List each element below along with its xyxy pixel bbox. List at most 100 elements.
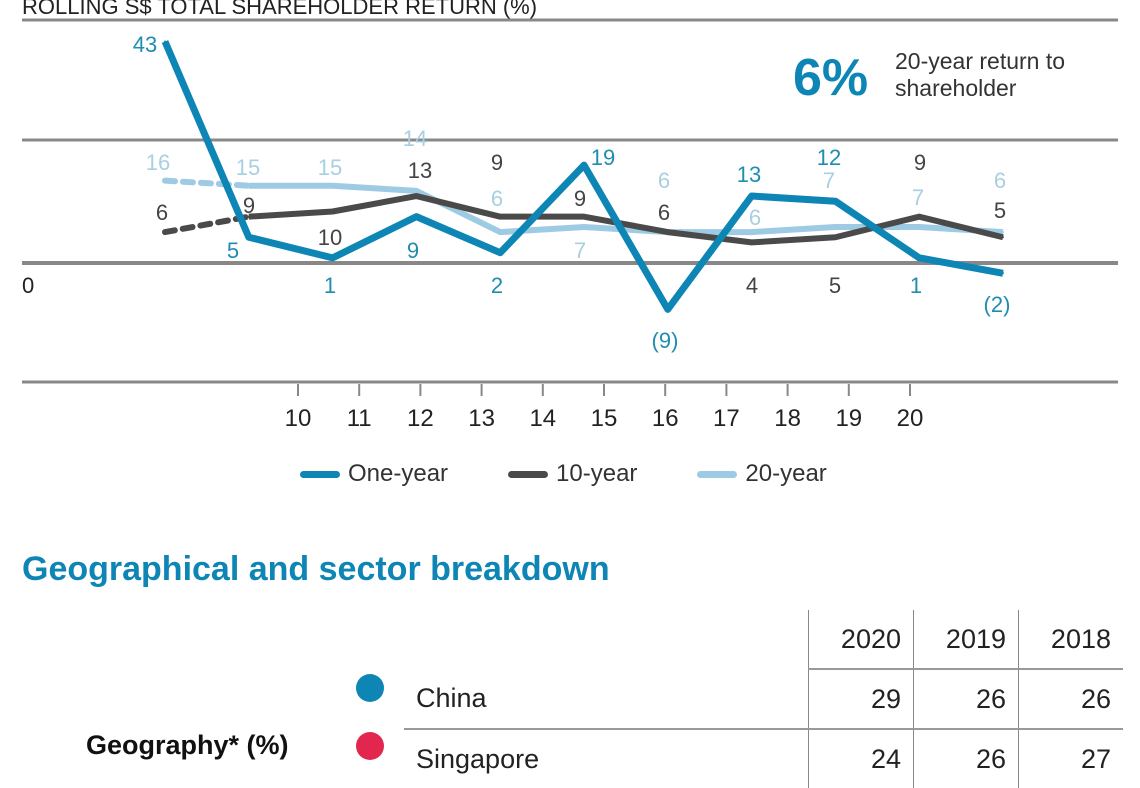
data-label: 6 xyxy=(658,200,670,225)
data-point xyxy=(750,241,753,244)
data-point xyxy=(415,215,418,218)
cell: 26 xyxy=(913,669,1019,730)
data-point xyxy=(834,200,837,203)
data-label: 6 xyxy=(491,186,503,211)
data-point xyxy=(1002,272,1004,275)
column-header: 2020 xyxy=(808,610,914,670)
legend-item-20-year: 20-year xyxy=(697,460,827,488)
data-point xyxy=(583,164,585,167)
series-One-year-line xyxy=(161,40,1004,313)
x-tick-label: 14 xyxy=(529,405,556,432)
data-point xyxy=(499,231,502,234)
data-point xyxy=(499,215,502,218)
x-tick-label: 11 xyxy=(347,405,372,432)
data-point xyxy=(666,231,669,234)
data-point xyxy=(666,308,669,311)
legend: One-year 10-year 20-year xyxy=(300,460,827,488)
data-label: 12 xyxy=(817,145,841,170)
legend-swatch xyxy=(697,471,738,479)
data-point xyxy=(918,215,921,218)
section-title: Geographical and sector breakdown xyxy=(22,550,610,588)
data-point xyxy=(918,225,921,228)
group-label: Geography* (%) xyxy=(86,730,289,760)
data-label: 9 xyxy=(914,150,926,175)
cell: 26 xyxy=(913,729,1019,788)
data-point xyxy=(1002,231,1004,234)
data-point xyxy=(499,251,502,254)
data-label: 6 xyxy=(658,168,670,193)
data-point xyxy=(583,225,585,228)
legend-label: One-year xyxy=(348,460,449,487)
data-label: 5 xyxy=(994,198,1006,223)
legend-item-10-year: 10-year xyxy=(508,460,637,488)
data-label: 9 xyxy=(574,186,586,211)
data-point xyxy=(415,195,418,198)
data-point xyxy=(331,210,334,213)
data-label: 9 xyxy=(243,193,255,218)
legend-label: 20-year xyxy=(745,460,827,487)
data-point xyxy=(583,215,585,218)
series-20-year-dashed xyxy=(162,177,252,189)
data-label: 15 xyxy=(318,155,342,180)
annotation-value: 6% xyxy=(793,49,869,107)
x-tick-label: 19 xyxy=(835,405,862,432)
data-label: 13 xyxy=(408,158,432,183)
data-point xyxy=(834,225,837,228)
data-label: 5 xyxy=(227,238,239,263)
data-point xyxy=(247,236,250,239)
data-label: 6 xyxy=(749,205,761,230)
data-label: 2 xyxy=(491,273,503,298)
data-label: 14 xyxy=(403,126,427,151)
chart-title: ROLLING S$ TOTAL SHAREHOLDER RETURN (%) xyxy=(22,0,538,19)
data-label: 19 xyxy=(591,145,615,170)
data-label: 16 xyxy=(146,150,170,175)
data-point xyxy=(331,256,334,259)
table-header: 2020 2019 2018 xyxy=(404,610,1123,670)
data-point xyxy=(750,195,753,198)
data-label: 1 xyxy=(910,273,922,298)
x-tick-label: 16 xyxy=(652,405,679,432)
cell: 27 xyxy=(1018,729,1123,788)
data-point xyxy=(1002,236,1004,239)
data-point xyxy=(750,231,753,234)
data-label: (2) xyxy=(984,292,1011,317)
y-zero-label: 0 xyxy=(22,273,34,298)
data-point xyxy=(164,40,166,43)
series-10-year-dashed xyxy=(162,213,252,236)
data-point xyxy=(247,184,250,187)
data-label: 6 xyxy=(994,168,1006,193)
data-point xyxy=(415,189,418,192)
cell: 24 xyxy=(808,729,914,788)
empty-header-cell xyxy=(404,610,809,669)
x-tick-label: 10 xyxy=(285,405,312,432)
data-point xyxy=(247,215,250,218)
data-label: 13 xyxy=(737,162,761,187)
annotation-text: 20-year return to shareholder xyxy=(895,48,1066,101)
data-label: 15 xyxy=(236,155,260,180)
x-tick-label: 15 xyxy=(591,405,618,432)
column-header: 2018 xyxy=(1018,610,1123,670)
data-point xyxy=(918,256,921,259)
data-point xyxy=(164,179,166,182)
data-label: 9 xyxy=(491,150,503,175)
data-point xyxy=(834,236,837,239)
data-label: 5 xyxy=(829,273,841,298)
data-label: 9 xyxy=(407,238,419,263)
row-label: China xyxy=(404,669,809,730)
singapore-dot xyxy=(356,732,384,760)
breakdown-table: 2020 2019 2018 China 29 26 26 Singapore … xyxy=(404,610,1123,788)
x-tick-label: 20 xyxy=(897,405,924,432)
table-row: Singapore 24 26 27 xyxy=(404,729,1123,788)
data-point xyxy=(331,184,334,187)
legend-swatch xyxy=(508,471,549,479)
x-tick-label: 12 xyxy=(407,405,434,432)
x-tick-label: 18 xyxy=(774,405,801,432)
legend-swatch xyxy=(300,471,340,479)
legend-label: 10-year xyxy=(556,460,638,487)
row-label: Singapore xyxy=(416,743,540,774)
data-label: 7 xyxy=(823,168,835,193)
china-dot xyxy=(356,674,384,702)
data-label: 7 xyxy=(574,238,586,263)
x-tick-label: 13 xyxy=(468,405,495,432)
data-label: 10 xyxy=(318,225,342,250)
